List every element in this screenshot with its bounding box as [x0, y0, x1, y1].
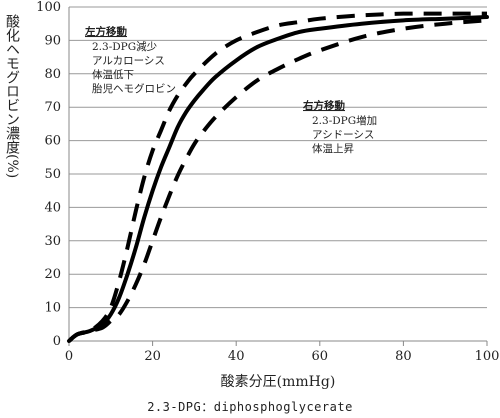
y-tick-label: 0	[53, 334, 61, 349]
x-tick-labels: 0 20 40 60 80 100	[65, 349, 500, 364]
y-tick-label: 80	[44, 67, 61, 82]
x-tick-label: 80	[395, 349, 412, 364]
footnote: 2.3-DPG：diphosphoglycerate	[147, 400, 353, 414]
x-axis-label: 酸素分圧(mmHg)	[221, 374, 336, 390]
y-tick-label: 70	[44, 100, 61, 115]
x-tick-label: 40	[228, 349, 245, 364]
y-tick-label: 40	[44, 200, 61, 215]
y-tick-labels: 0 10 20 30 40 50 60 70 80 90 100	[36, 0, 61, 349]
annotation-right-title: 右方移動	[302, 99, 345, 112]
x-tick-label: 0	[65, 349, 73, 364]
annotation-right-line: 体温上昇	[312, 143, 354, 155]
y-tick-label: 50	[44, 167, 61, 182]
annotation-left-title: 左方移動	[84, 25, 127, 38]
y-tick-label: 60	[44, 134, 61, 149]
y-tick-label: 90	[44, 33, 61, 48]
annotation-right-line: アシドーシス	[312, 129, 374, 141]
solid-curve	[67, 15, 489, 343]
annotation-left-line: 体温低下	[92, 68, 134, 81]
y-tick-label: 20	[44, 267, 61, 282]
annotation-left-line: アルカローシス	[92, 55, 165, 67]
y-tick-label: 30	[44, 234, 61, 249]
annotation-left-line: 2.3-DPG減少	[92, 40, 157, 53]
dashed-curve	[67, 18, 488, 343]
y-axis-label: 酸化ヘモグロビン濃度(%)	[4, 14, 20, 178]
x-tick-label: 100	[475, 349, 500, 364]
annotation-left-shift: 左方移動 2.3-DPG減少 アルカローシス 体温低下 胎児ヘモグロビン	[84, 25, 176, 95]
plot-area	[67, 11, 489, 343]
chart: 0 10 20 30 40 50 60 70 80 90 100 0 20 40 60 80 100 酸素分圧…	[4, 0, 500, 390]
x-tick-label: 60	[312, 349, 329, 364]
annotation-right-shift: 右方移動 2.3-DPG増加 アシドーシス 体温上昇	[302, 99, 377, 155]
annotation-right-line: 2.3-DPG増加	[312, 114, 377, 127]
dashed-curve	[67, 11, 487, 343]
x-tick-label: 20	[144, 349, 161, 364]
annotation-left-line: 胎児ヘモグロビン	[92, 82, 176, 95]
y-tick-label: 100	[36, 0, 61, 15]
y-tick-label: 10	[44, 301, 61, 316]
